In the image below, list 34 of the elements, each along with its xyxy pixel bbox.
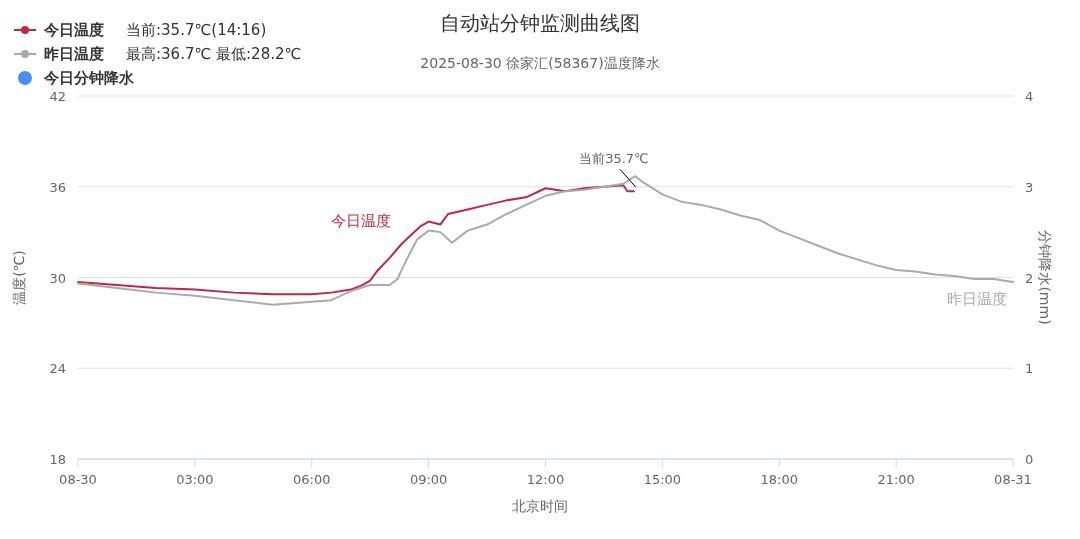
y2-tick-label: 0 xyxy=(1025,452,1034,467)
chart-title: 自动站分钟监测曲线图 xyxy=(440,11,640,35)
x-tick-label: 09:00 xyxy=(409,472,448,487)
y-tick-label: 18 xyxy=(49,452,66,467)
text: 最高:36.7℃ 最低:28.2℃ xyxy=(126,45,302,63)
legend-label: 昨日温度 xyxy=(44,45,104,63)
y-tick-label: 36 xyxy=(49,179,66,195)
x-tick-label: 08-30 xyxy=(59,472,97,487)
line-series xyxy=(77,175,1014,306)
line-series xyxy=(77,184,635,296)
x-tick-label: 06:00 xyxy=(293,472,331,487)
y2-tick-label: 1 xyxy=(1025,361,1034,377)
x-tick-label: 08-31 xyxy=(994,472,1032,487)
x-tick-label: 21:00 xyxy=(877,472,915,487)
x-tick-label: 15:00 xyxy=(643,472,682,487)
y-tick-label: 30 xyxy=(49,270,66,286)
y-tick-label: 42 xyxy=(49,89,66,104)
x-tick-label: 03:00 xyxy=(176,472,214,487)
text: 今日温度 xyxy=(330,212,391,231)
y2-tick-label: 2 xyxy=(1025,270,1034,286)
y2-axis-title: 分钟降水(mm) xyxy=(1037,230,1053,325)
y-tick-label: 24 xyxy=(49,361,66,377)
x-axis-title: 北京时间 xyxy=(512,498,568,514)
y2-tick-label: 3 xyxy=(1025,179,1034,195)
legend-label: 今日温度 xyxy=(43,21,104,39)
text: 当前:35.7℃(14:16) xyxy=(126,21,267,39)
annotation: 当前35.7℃ xyxy=(579,151,649,167)
x-tick-label: 12:00 xyxy=(526,472,565,487)
chart-subtitle: 2025-08-30 徐家汇(58367)温度降水 xyxy=(420,55,660,71)
legend-label: 今日分钟降水 xyxy=(43,69,135,87)
y-axis-title: 温度(℃) xyxy=(11,250,27,305)
text: 昨日温度 xyxy=(947,290,1007,309)
x-tick-label: 18:00 xyxy=(760,472,798,487)
y2-tick-label: 4 xyxy=(1025,89,1034,104)
